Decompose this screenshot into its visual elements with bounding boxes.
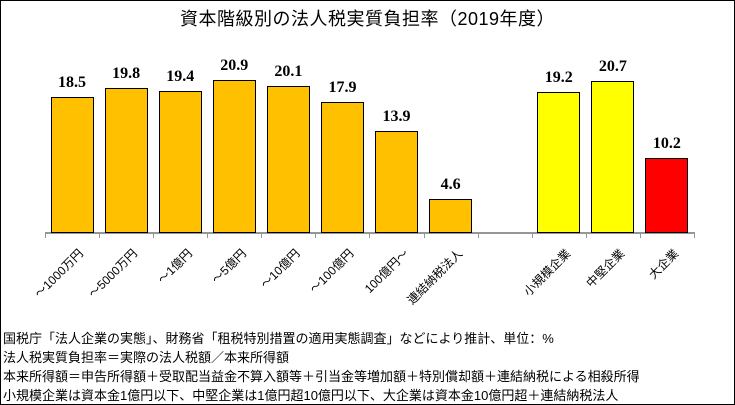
bar-6	[375, 130, 419, 233]
footnote-definition-size: 小規模企業は資本金1億円以下、中堅企業は1億円超10億円以下、大企業は資本金10…	[3, 388, 619, 403]
chart-title: 資本階級別の法人税実質負担率（2019年度）	[179, 9, 556, 29]
x-axis-tick	[261, 232, 263, 238]
bar-value-label-6: 13.9	[382, 107, 411, 125]
x-axis-tick	[45, 232, 46, 238]
bar-10	[591, 80, 635, 233]
bar-value-label-0: 18.5	[58, 73, 87, 91]
footnotes: 国税庁「法人企業の実態」、財務省「租税特別措置の適用実態調査」などにより推計、単…	[3, 329, 731, 404]
bar-value-label-11: 10.2	[652, 134, 681, 152]
x-axis-label-3: ～5億円	[208, 246, 249, 287]
x-axis-tick	[477, 232, 479, 238]
bar-3	[212, 79, 256, 233]
x-axis-tick	[423, 232, 425, 238]
footnote-definition-income: 本来所得額＝申告所得額＋受取配当益金不算入額等＋引当金等増加額＋特別償却額＋連結…	[3, 369, 640, 384]
x-axis-tick	[99, 232, 101, 238]
footnote-source: 国税庁「法人企業の実態」、財務省「租税特別措置の適用実態調査」などにより推計、単…	[3, 331, 554, 346]
bar-11	[645, 157, 689, 233]
x-axis-tick	[207, 232, 209, 238]
x-axis-label-5: ～100億円	[307, 246, 357, 296]
footnote-definition-rate: 法人税実質負担率＝実際の法人税額／本来所得額	[3, 350, 290, 365]
bar-value-label-1: 19.8	[112, 64, 141, 82]
x-axis-label-4: ～10億円	[257, 246, 303, 292]
x-axis-label-9: 小規模企業	[520, 246, 574, 299]
x-axis-label-6: 100億円～	[361, 246, 411, 296]
bar-2	[158, 90, 202, 233]
bar-value-label-3: 20.9	[220, 56, 249, 74]
bar-value-label-10: 20.7	[598, 57, 627, 75]
x-axis-tick	[585, 232, 587, 238]
x-axis-label-7: 連結納税法人	[404, 246, 465, 308]
bar-value-label-5: 17.9	[328, 78, 357, 96]
bar-1	[104, 87, 148, 233]
bar-9	[537, 91, 581, 233]
bar-0	[50, 96, 94, 233]
x-axis-tick	[639, 232, 641, 238]
x-axis-label-11: 大企業	[645, 246, 682, 282]
bar-5	[320, 101, 364, 233]
x-axis-tick	[693, 232, 695, 238]
bar-7	[429, 198, 473, 233]
bar-4	[266, 85, 310, 233]
bar-value-label-7: 4.6	[440, 175, 461, 193]
x-axis-tick	[369, 232, 371, 238]
x-axis-label-10: 中堅企業	[583, 246, 628, 291]
bar-value-label-2: 19.4	[166, 67, 195, 85]
x-axis-tick	[153, 232, 155, 238]
x-axis-tick	[531, 232, 533, 238]
x-axis-label-0: ～1000万円	[32, 246, 87, 301]
x-axis-label-1: ～5000万円	[86, 246, 141, 301]
bar-value-label-4: 20.1	[274, 62, 303, 80]
x-axis-label-2: ～1億円	[154, 246, 195, 287]
x-axis-tick	[315, 232, 317, 238]
bar-value-label-9: 19.2	[544, 68, 573, 86]
